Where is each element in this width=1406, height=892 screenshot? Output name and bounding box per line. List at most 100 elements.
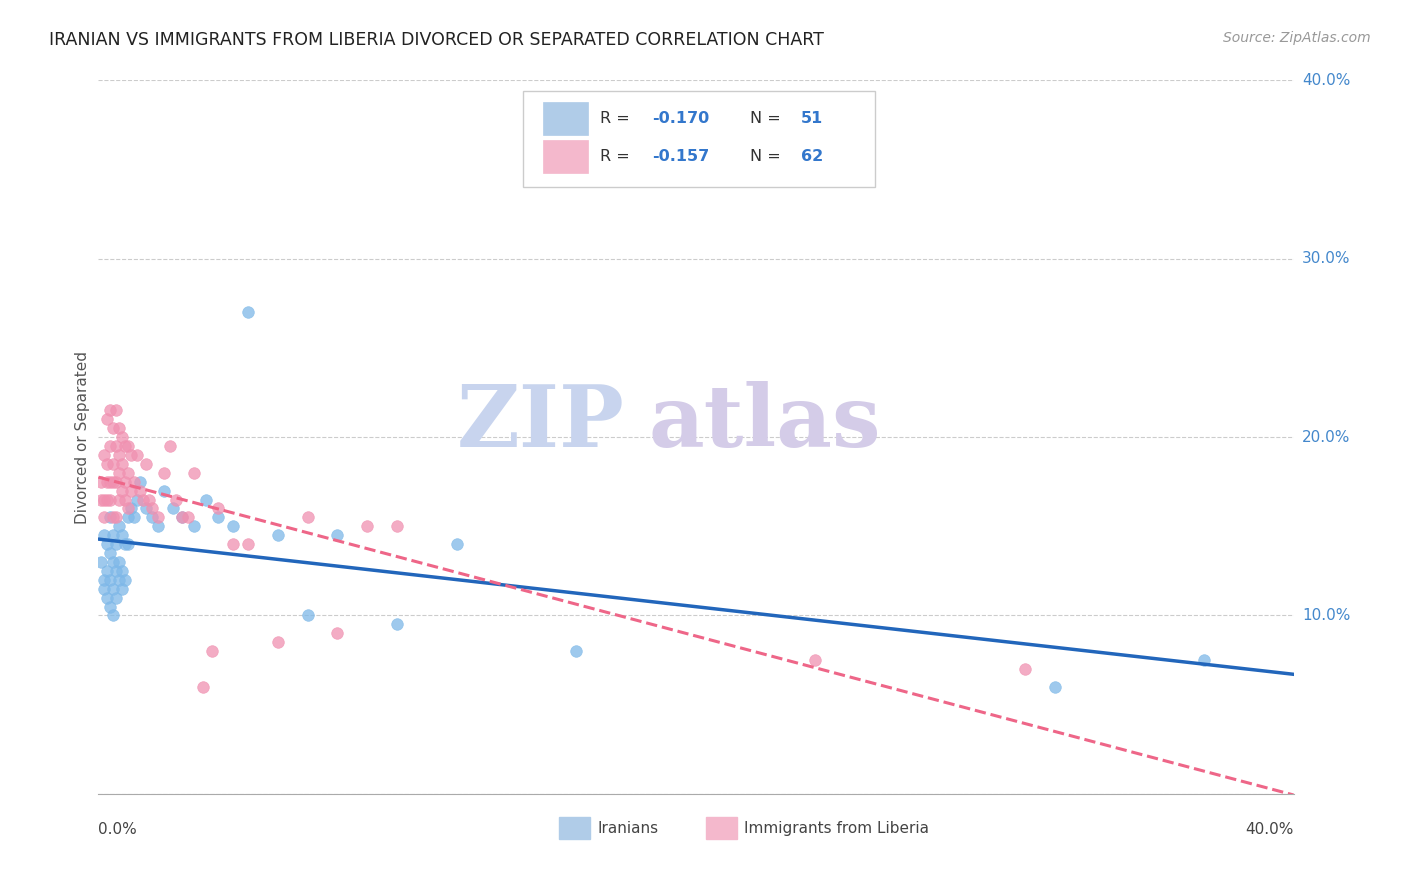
Point	[194, 492, 218, 507]
Point	[103, 528, 125, 542]
Point	[446, 537, 468, 551]
Point	[98, 475, 122, 489]
Point	[98, 492, 122, 507]
Point	[114, 439, 136, 453]
Point	[103, 555, 125, 569]
Text: R =: R =	[600, 112, 636, 127]
Point	[804, 653, 827, 667]
Point	[120, 448, 142, 462]
Text: Source: ZipAtlas.com: Source: ZipAtlas.com	[1223, 31, 1371, 45]
Point	[138, 492, 160, 507]
Point	[120, 483, 142, 498]
Point	[127, 448, 149, 462]
Point	[90, 555, 112, 569]
Text: Immigrants from Liberia: Immigrants from Liberia	[744, 821, 929, 836]
Point	[105, 537, 128, 551]
Point	[98, 573, 122, 587]
Point	[141, 510, 163, 524]
Point	[108, 555, 131, 569]
Point	[114, 475, 136, 489]
Point	[148, 510, 170, 524]
Point	[93, 448, 115, 462]
Point	[111, 564, 134, 578]
Point	[1043, 680, 1066, 694]
Point	[117, 510, 139, 524]
Text: atlas: atlas	[648, 381, 880, 465]
Point	[207, 501, 229, 516]
Bar	[543, 103, 588, 136]
Point	[96, 457, 118, 471]
Point	[98, 439, 122, 453]
Point	[114, 492, 136, 507]
Point	[103, 582, 125, 596]
Point	[207, 510, 229, 524]
Point	[105, 475, 128, 489]
Point	[222, 519, 245, 533]
Point	[105, 403, 128, 417]
Point	[108, 519, 131, 533]
Point	[129, 483, 152, 498]
Text: N =: N =	[749, 112, 786, 127]
Point	[96, 492, 118, 507]
Text: R =: R =	[600, 149, 636, 164]
Point	[114, 573, 136, 587]
Point	[124, 510, 146, 524]
Point	[96, 537, 118, 551]
Point	[108, 492, 131, 507]
Point	[297, 608, 319, 623]
Point	[191, 680, 214, 694]
Text: 62: 62	[801, 149, 824, 164]
Point	[236, 305, 259, 319]
Point	[297, 510, 319, 524]
Point	[93, 528, 115, 542]
Text: 10.0%: 10.0%	[1302, 608, 1350, 623]
Point	[177, 510, 200, 524]
Text: 20.0%: 20.0%	[1302, 430, 1350, 444]
Point	[159, 439, 181, 453]
Point	[565, 644, 588, 658]
Point	[183, 519, 205, 533]
Point	[108, 466, 131, 480]
Point	[90, 475, 112, 489]
Point	[267, 635, 290, 649]
Point	[148, 519, 170, 533]
Text: 30.0%: 30.0%	[1302, 252, 1350, 266]
Point	[103, 457, 125, 471]
Point	[111, 430, 134, 444]
Point	[96, 591, 118, 605]
Point	[111, 582, 134, 596]
Text: 0.0%: 0.0%	[98, 822, 138, 837]
Point	[132, 492, 155, 507]
Point	[114, 537, 136, 551]
Point	[172, 510, 194, 524]
Point	[93, 510, 115, 524]
Point	[162, 501, 184, 516]
Text: 51: 51	[801, 112, 824, 127]
Point	[117, 466, 139, 480]
Point	[135, 501, 157, 516]
Point	[108, 421, 131, 435]
Text: Iranians: Iranians	[598, 821, 659, 836]
Point	[103, 510, 125, 524]
Point	[98, 599, 122, 614]
Point	[96, 475, 118, 489]
Point	[105, 510, 128, 524]
Point	[222, 537, 245, 551]
Point	[326, 528, 349, 542]
Point	[165, 492, 187, 507]
Point	[96, 564, 118, 578]
Point	[201, 644, 224, 658]
Point	[111, 457, 134, 471]
Bar	[543, 140, 588, 173]
Point	[117, 537, 139, 551]
Point	[96, 412, 118, 426]
Point	[117, 501, 139, 516]
Point	[111, 528, 134, 542]
Point	[129, 475, 152, 489]
Bar	[558, 817, 589, 838]
Point	[385, 519, 409, 533]
Point	[90, 492, 112, 507]
Point	[127, 492, 149, 507]
Point	[98, 510, 122, 524]
Point	[105, 591, 128, 605]
